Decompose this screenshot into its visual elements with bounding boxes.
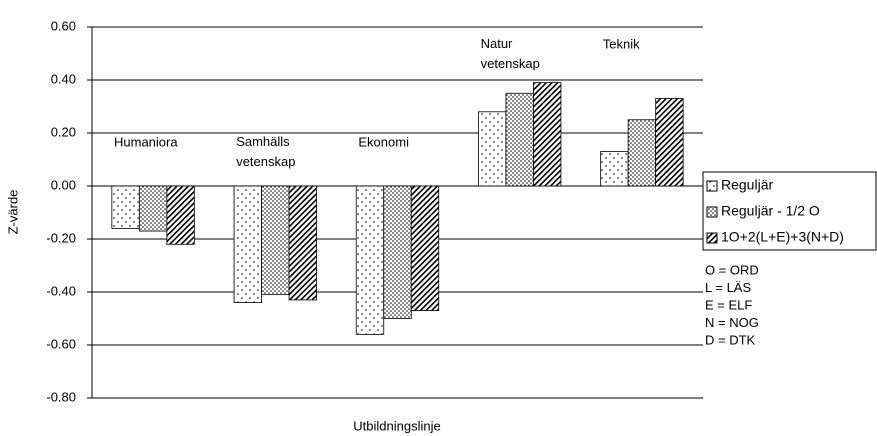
y-tick-label: 0.00 bbox=[51, 177, 76, 192]
bar bbox=[600, 151, 629, 187]
y-tick-label: -0.60 bbox=[46, 336, 76, 351]
bar bbox=[261, 185, 290, 296]
category-label: Teknik bbox=[603, 36, 640, 51]
y-tick-label: -0.80 bbox=[46, 389, 76, 404]
bar bbox=[533, 82, 562, 187]
annotation: O = ORD bbox=[705, 262, 759, 277]
legend-label: Reguljär - 1/2 O bbox=[721, 203, 820, 219]
annotation: N = NOG bbox=[705, 315, 759, 330]
annotation: L = LÄS bbox=[705, 280, 751, 295]
category-label: Ekonomi bbox=[358, 134, 409, 149]
bar bbox=[478, 111, 507, 187]
category-label-line: vetenskap bbox=[236, 154, 295, 169]
y-tick-label: -0.40 bbox=[46, 283, 76, 298]
category-label: Natur vetenskap bbox=[481, 36, 540, 71]
bar bbox=[627, 119, 657, 187]
bar bbox=[111, 185, 140, 229]
bar bbox=[355, 185, 385, 335]
legend-swatch bbox=[706, 180, 718, 192]
category-label-line: vetenskap bbox=[481, 56, 540, 71]
category-label-line: Samhälls bbox=[236, 134, 290, 149]
annotation: D = DTK bbox=[705, 332, 756, 347]
legend-swatch bbox=[706, 206, 718, 218]
bar bbox=[505, 92, 534, 187]
category-label: Humaniora bbox=[114, 134, 178, 149]
legend-swatch bbox=[706, 232, 718, 244]
legend-label: 1O+2(L+E)+3(N+D) bbox=[721, 229, 844, 245]
y-tick-label: 0.20 bbox=[51, 124, 76, 139]
y-tick-label: 0.60 bbox=[51, 18, 76, 33]
bar bbox=[655, 98, 684, 187]
y-tick-label: -0.20 bbox=[46, 230, 76, 245]
bar bbox=[233, 185, 262, 303]
annotation: E = ELF bbox=[705, 297, 752, 312]
y-tick-label: 0.40 bbox=[51, 71, 76, 86]
x-axis-label: Utbildningslinje bbox=[353, 418, 440, 433]
bar bbox=[166, 185, 195, 245]
legend-box bbox=[702, 171, 877, 251]
y-axis-label: Z-värde bbox=[5, 190, 20, 235]
bar bbox=[383, 185, 412, 319]
category-label-line: Natur bbox=[481, 36, 513, 51]
bar bbox=[138, 185, 168, 232]
legend-label: Reguljär bbox=[721, 177, 773, 193]
bar bbox=[410, 185, 440, 311]
category-label: Samhälls vetenskap bbox=[236, 134, 295, 169]
bar bbox=[288, 185, 317, 301]
